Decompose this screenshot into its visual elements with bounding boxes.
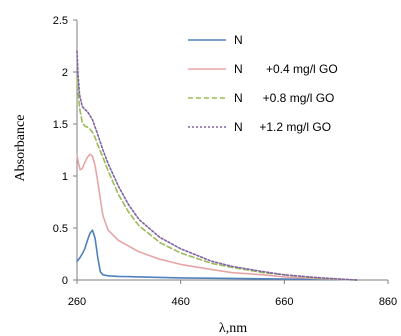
x-tick-label: 460 xyxy=(171,296,189,308)
legend: N N +0.4 mg/l GO N +0.8 mg/l GO N +1.2 mg/l… xyxy=(188,33,338,134)
legend-label-0: N xyxy=(234,33,243,47)
series-line-1 xyxy=(76,153,358,281)
legend-label-1: N +0.4 mg/l GO xyxy=(234,62,338,76)
y-axis-title: Absorbance xyxy=(13,115,28,182)
series-line-3 xyxy=(76,50,358,281)
series-line-2 xyxy=(76,76,358,281)
y-tick-label: 2.5 xyxy=(53,15,68,27)
series-layer xyxy=(76,50,358,281)
x-tick-label: 660 xyxy=(275,296,293,308)
y-tick-label: 1.5 xyxy=(53,119,68,131)
x-axis-title: λ,nm xyxy=(219,321,247,336)
legend-label-3: N +1.2 mg/l GO xyxy=(234,120,331,134)
y-tick-label: 0 xyxy=(62,275,68,287)
legend-label-2: N +0.8 mg/l GO xyxy=(234,91,334,105)
y-tick-label: 2 xyxy=(62,67,68,79)
y-tick-label: 0.5 xyxy=(53,223,68,235)
y-tick-label: 1 xyxy=(62,171,68,183)
series-line-0 xyxy=(76,229,358,281)
axes: 0 0.5 1 1.5 2 2.5 260 460 660 860 xyxy=(53,15,397,308)
x-tick-label: 260 xyxy=(68,296,86,308)
x-tick-label: 860 xyxy=(379,296,397,308)
